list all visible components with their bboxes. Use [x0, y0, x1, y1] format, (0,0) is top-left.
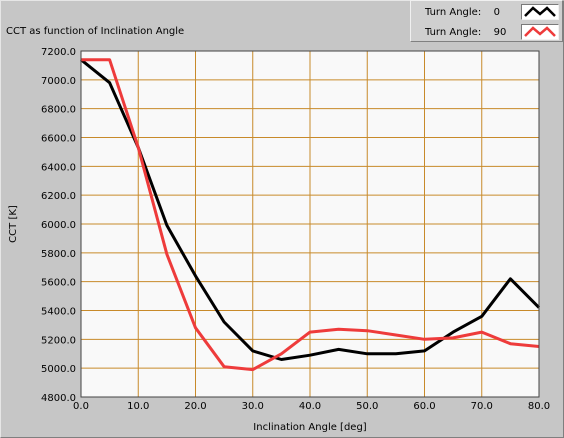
y-tick-label: 4800.0: [41, 393, 76, 404]
plot-border: [80, 50, 540, 398]
legend-label-series-1: Turn Angle: 90: [425, 27, 506, 38]
y-tick-label: 6400.0: [41, 162, 76, 173]
y-tick-label: 7200.0: [41, 47, 76, 58]
y-tick-label: 5000.0: [41, 364, 76, 375]
series-line-0: [80, 58, 541, 361]
legend-value-text: 0: [493, 7, 500, 18]
legend-swatch-series-0[interactable]: [521, 4, 559, 20]
y-tick-label: 5200.0: [41, 335, 76, 346]
legend-line-series-1: [524, 26, 556, 37]
x-tick-label: 20.0: [184, 401, 206, 412]
y-tick-label: 6200.0: [41, 191, 76, 202]
y-tick-label: 5800.0: [41, 249, 76, 260]
legend-label-series-0: Turn Angle: 0: [425, 7, 500, 18]
legend-item-series-1[interactable]: Turn Angle: 90: [411, 23, 562, 43]
x-tick-label: 40.0: [299, 401, 321, 412]
series-line-1: [81, 58, 540, 372]
chart-title: CCT as function of Inclination Angle: [6, 26, 185, 37]
y-tick-label: 6800.0: [41, 105, 76, 116]
legend-label-text: Turn Angle:: [425, 27, 482, 38]
x-tick-label: 60.0: [413, 401, 435, 412]
y-tick-label: 5600.0: [41, 278, 76, 289]
x-tick-label: 70.0: [471, 401, 493, 412]
legend-value-text: 90: [493, 27, 507, 38]
legend-swatch-series-1[interactable]: [521, 24, 559, 40]
x-tick-label: 10.0: [127, 401, 149, 412]
y-tick-label: 6000.0: [41, 220, 76, 231]
y-axis-title: CCT [K]: [8, 205, 19, 243]
legend-item-series-0[interactable]: Turn Angle: 0: [411, 3, 562, 23]
y-tick-label: 6600.0: [41, 134, 76, 145]
legend-label-text: Turn Angle:: [425, 7, 482, 18]
x-axis-title: Inclination Angle [deg]: [253, 422, 367, 433]
x-tick-label: 80.0: [528, 401, 550, 412]
y-tick-label: 7000.0: [41, 76, 76, 87]
plot-legend[interactable]: Turn Angle: 0 Turn Angle: 90: [410, 0, 563, 42]
x-tick-label: 0.0: [73, 401, 89, 412]
x-tick-label: 30.0: [242, 401, 264, 412]
x-tick-label: 50.0: [356, 401, 378, 412]
legend-line-series-0: [524, 6, 556, 17]
y-tick-label: 5400.0: [41, 307, 76, 318]
